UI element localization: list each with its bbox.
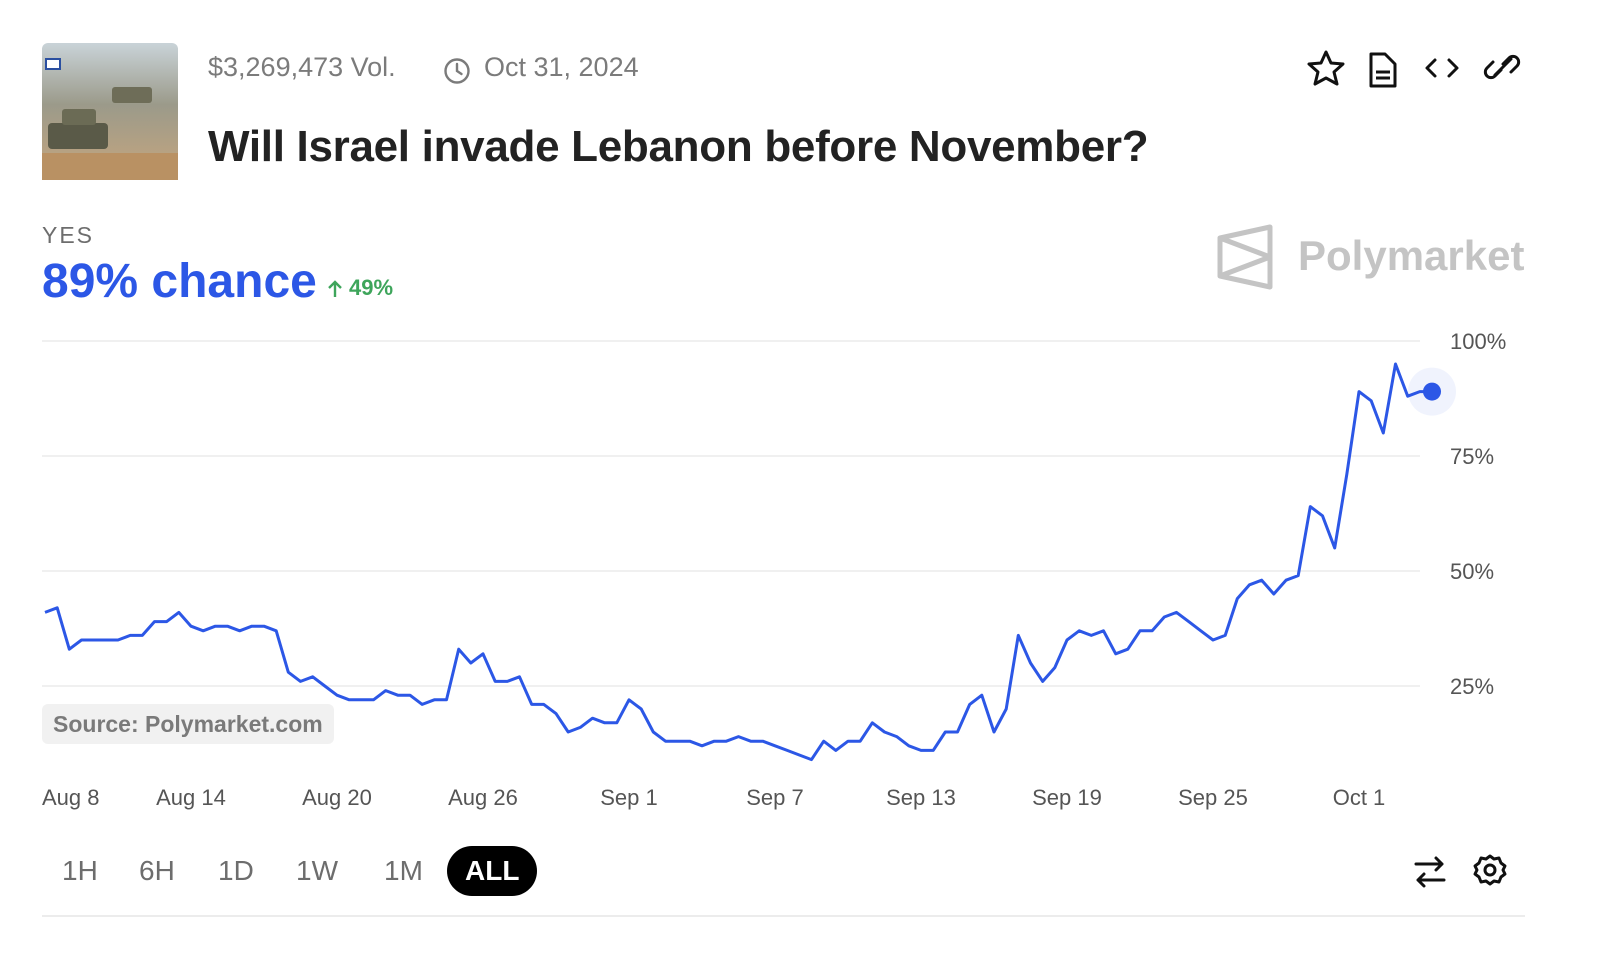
x-tick-label: Aug 26 [448,785,518,810]
end-date: Oct 31, 2024 [484,52,639,82]
star-button[interactable] [1307,50,1345,86]
x-tick-label: Aug 8 [42,785,100,810]
x-tick-label: Aug 14 [156,785,226,810]
y-tick-label: 75% [1450,444,1494,469]
change: 49% [349,275,394,300]
link-button[interactable] [1483,54,1521,80]
market-title: Will Israel invade Lebanon before Novemb… [208,122,1149,171]
y-tick-label: 25% [1450,674,1494,699]
market-image [42,43,178,180]
up-arrow [328,280,342,297]
chart: 25% 50% 75% 100% Aug 8 Aug 14 Aug 20 Aug 26 Sep … [42,329,1506,810]
brand: Polymarket [1298,232,1525,279]
range-tab[interactable]: 1M [384,855,423,886]
settings-button[interactable] [1473,854,1507,886]
clock-icon [444,58,470,84]
x-tick-label: Oct 1 [1333,785,1386,810]
outcome-label: YES [42,222,95,248]
range-tab[interactable]: 1W [296,855,338,886]
x-tick-label: Sep 13 [886,785,956,810]
x-tick-label: Sep 7 [746,785,804,810]
x-tick-label: Aug 20 [302,785,372,810]
y-tick-label: 100% [1450,329,1506,354]
current-point [1423,382,1441,401]
swap-button[interactable] [1414,856,1446,888]
range-tab[interactable]: 1D [218,855,254,886]
range-tab[interactable]: 1H [62,855,98,886]
chance: 89% chance [42,255,317,308]
divider [42,915,1525,917]
range-tab[interactable]: ALL [447,846,538,896]
x-tick-label: Sep 25 [1178,785,1248,810]
action-icons [1307,50,1521,88]
x-tick-label: Sep 19 [1032,785,1102,810]
y-tick-label: 50% [1450,559,1494,584]
embed-button[interactable] [1425,58,1459,78]
source: Source: Polymarket.com [42,704,334,744]
price-line [44,362,1432,762]
brand-logo [1217,224,1273,290]
x-tick-label: Sep 1 [600,785,658,810]
volume: $3,269,473 Vol. [208,52,396,82]
document-button[interactable] [1369,52,1397,88]
chart-controls [1414,854,1507,888]
range-tab[interactable]: 6H [139,855,175,886]
